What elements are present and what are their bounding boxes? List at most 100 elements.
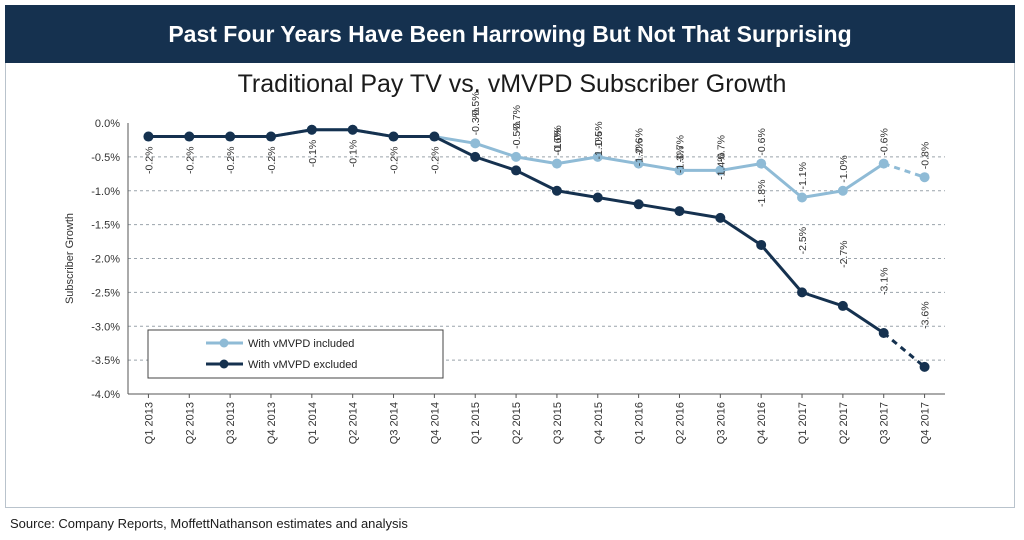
data-point xyxy=(184,131,195,142)
data-label-included: -0.8% xyxy=(920,142,932,169)
data-point xyxy=(592,192,603,203)
data-point xyxy=(674,206,685,217)
y-tick-label: 0.0% xyxy=(95,118,120,130)
x-tick-label: Q4 2015 xyxy=(593,402,605,444)
x-tick-label: Q3 2013 xyxy=(225,402,237,444)
data-label-included: -0.2% xyxy=(389,147,401,174)
data-label-excluded: -2.7% xyxy=(838,240,850,267)
data-point xyxy=(633,199,644,210)
x-tick-label: Q2 2016 xyxy=(674,402,686,444)
legend-box xyxy=(147,329,444,379)
x-tick-label: Q1 2013 xyxy=(143,402,155,444)
x-tick-label: Q4 2017 xyxy=(920,402,932,444)
data-label-excluded: -1.1% xyxy=(593,132,605,159)
x-tick-label: Q3 2016 xyxy=(715,402,727,444)
data-point xyxy=(797,287,808,298)
x-tick-label: Q3 2017 xyxy=(879,402,891,444)
x-tick-label: Q1 2014 xyxy=(307,402,319,444)
data-label-included: -0.5% xyxy=(511,121,523,148)
data-label-included: -0.2% xyxy=(429,147,441,174)
data-point xyxy=(143,131,154,142)
x-tick-label: Q4 2013 xyxy=(266,402,278,444)
legend: With vMVPD included With vMVPD excluded xyxy=(147,329,444,379)
data-point xyxy=(878,158,889,169)
data-label-included: -0.5% xyxy=(593,121,605,148)
data-point xyxy=(837,185,848,196)
y-tick-label: -0.5% xyxy=(91,152,120,164)
data-label-excluded: -1.3% xyxy=(674,146,686,173)
data-point xyxy=(797,192,808,203)
data-label-included: -0.6% xyxy=(879,128,891,155)
legend-swatch-marker xyxy=(219,338,229,348)
y-tick-label: -1.5% xyxy=(91,220,120,232)
legend-label: With vMVPD included xyxy=(248,338,354,350)
data-point xyxy=(756,239,767,250)
y-tick-label: -3.0% xyxy=(91,321,120,333)
legend-label: With vMVPD excluded xyxy=(248,359,357,371)
x-tick-label: Q3 2014 xyxy=(389,402,401,444)
y-tick-label: -2.0% xyxy=(91,254,120,266)
data-point xyxy=(265,131,276,142)
y-tick-label: -2.5% xyxy=(91,287,120,299)
x-tick-label: Q1 2017 xyxy=(797,402,809,444)
y-tick-label: -3.5% xyxy=(91,355,120,367)
data-label-excluded: -1.2% xyxy=(634,139,646,166)
data-label-excluded: -3.1% xyxy=(879,268,891,295)
data-point xyxy=(837,300,848,311)
data-point xyxy=(592,151,603,162)
data-label-included: -1.1% xyxy=(797,162,809,189)
data-label-included: -0.6% xyxy=(756,128,768,155)
x-tick-label: Q2 2015 xyxy=(511,402,523,444)
data-label-excluded: -0.5% xyxy=(470,91,482,118)
x-tick-label: Q1 2016 xyxy=(634,402,646,444)
data-label-excluded: -3.6% xyxy=(920,301,932,328)
data-point xyxy=(715,165,726,176)
data-point xyxy=(919,172,930,183)
legend-swatch-marker xyxy=(219,359,229,369)
data-point xyxy=(511,165,522,176)
data-point xyxy=(388,131,399,142)
data-label-excluded: -0.7% xyxy=(511,105,523,132)
series-projection-line xyxy=(883,162,926,179)
data-point xyxy=(429,131,440,142)
data-label-excluded: -1.8% xyxy=(756,180,768,207)
data-label-included: -0.2% xyxy=(143,147,155,174)
x-tick-label: Q4 2014 xyxy=(429,402,441,444)
data-point xyxy=(470,138,481,149)
series-projection-line xyxy=(882,331,926,369)
data-point xyxy=(511,151,522,162)
data-point xyxy=(470,151,481,162)
x-tick-label: Q4 2016 xyxy=(756,402,768,444)
data-point xyxy=(878,328,889,339)
x-tick-label: Q3 2015 xyxy=(552,402,564,444)
data-label-included: -0.3% xyxy=(470,108,482,135)
x-tick-label: Q2 2017 xyxy=(838,402,850,444)
data-labels: -0.2% -0.2% -0.2% -0.2% -0.1% -0.1% -0.2% -0.2%… xyxy=(143,91,931,328)
x-tick-label: Q2 2014 xyxy=(348,402,360,444)
data-point xyxy=(347,124,358,135)
data-label-included: -0.7% xyxy=(674,135,686,162)
data-label-excluded: -2.5% xyxy=(797,227,809,254)
data-point xyxy=(919,361,930,372)
data-label-included: -0.2% xyxy=(266,147,278,174)
data-point xyxy=(551,158,562,169)
chart-title: Traditional Pay TV vs. vMVPD Subscriber … xyxy=(237,70,787,98)
source-note: Source: Company Reports, MoffettNathanso… xyxy=(10,516,408,531)
header-banner: Past Four Years Have Been Harrowing But … xyxy=(5,5,1015,63)
data-point xyxy=(633,158,644,169)
data-label-included: -1.0% xyxy=(838,155,850,182)
x-tick-label: Q1 2015 xyxy=(470,402,482,444)
y-tick-label: -4.0% xyxy=(91,389,120,401)
data-point xyxy=(674,165,685,176)
data-point xyxy=(551,185,562,196)
banner-title: Past Four Years Have Been Harrowing But … xyxy=(168,20,852,47)
data-label-included: -0.2% xyxy=(184,147,196,174)
data-point xyxy=(756,158,767,169)
data-label-included: -0.7% xyxy=(715,135,727,162)
y-axis-title: Subscriber Growth xyxy=(64,213,76,304)
data-point xyxy=(715,212,726,223)
x-axis: Q1 2013 Q2 2013 Q3 2013 Q4 2013 Q1 2014 Q2 20… xyxy=(128,393,945,444)
y-axis: 0.0% -0.5% -1.0% -1.5% -2.0% -2.5% -3.0% -3.5% -… xyxy=(64,118,129,401)
x-tick-label: Q2 2013 xyxy=(184,402,196,444)
